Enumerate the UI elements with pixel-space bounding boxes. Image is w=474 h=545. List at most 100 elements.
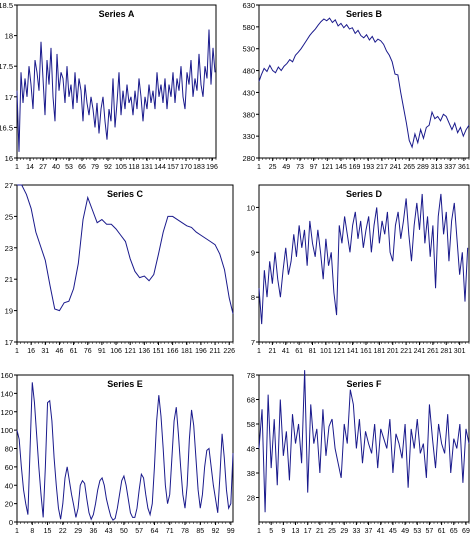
x-tick-label: 41 — [282, 348, 290, 355]
x-tick-label: 9 — [281, 528, 285, 535]
y-tick-label: 17.5 — [0, 62, 13, 71]
x-tick-label: 76 — [84, 348, 92, 355]
y-tick-label: 630 — [242, 1, 255, 10]
x-tick-label: 99 — [227, 528, 235, 535]
x-tick-label: 64 — [151, 528, 159, 535]
x-tick-label: 289 — [417, 164, 429, 171]
x-tick-label: 53 — [413, 528, 421, 535]
x-tick-label: 241 — [414, 348, 426, 355]
x-tick-label: 183 — [193, 164, 205, 171]
x-tick-label: 97 — [310, 164, 318, 171]
y-tick-label: 120 — [0, 408, 13, 417]
x-tick-label: 265 — [403, 164, 415, 171]
chart-title: Series D — [346, 189, 383, 199]
y-tick-label: 18 — [5, 32, 13, 41]
series-line — [258, 17, 470, 149]
x-tick-label: 14 — [26, 164, 34, 171]
x-tick-label: 61 — [438, 528, 446, 535]
x-tick-label: 151 — [153, 348, 165, 355]
x-tick-label: 217 — [376, 164, 388, 171]
y-tick-label: 80 — [5, 445, 13, 454]
x-tick-label: 361 — [458, 164, 470, 171]
plot-area — [258, 4, 470, 159]
x-tick-label: 8 — [30, 528, 34, 535]
y-tick-label: 530 — [242, 45, 255, 54]
series-line — [17, 184, 234, 314]
y-tick-label: 19 — [5, 307, 13, 316]
x-tick-label: 69 — [462, 528, 470, 535]
x-tick-label: 1 — [15, 528, 19, 535]
y-tick-label: 580 — [242, 23, 255, 32]
x-tick-label: 92 — [212, 528, 220, 535]
x-tick-label: 145 — [335, 164, 347, 171]
x-tick-label: 141 — [347, 348, 359, 355]
y-tick-label: 21 — [5, 275, 13, 284]
series-line — [258, 193, 469, 325]
x-tick-label: 281 — [440, 348, 452, 355]
plot-area — [16, 4, 217, 159]
x-tick-label: 170 — [180, 164, 192, 171]
x-tick-label: 31 — [41, 348, 49, 355]
x-tick-label: 41 — [377, 528, 385, 535]
x-tick-label: 49 — [282, 164, 290, 171]
x-tick-label: 37 — [365, 528, 373, 535]
x-tick-label: 1 — [15, 164, 19, 171]
x-tick-label: 121 — [124, 348, 136, 355]
x-tick-label: 166 — [167, 348, 179, 355]
plot-area — [258, 184, 470, 343]
y-tick-label: 9 — [251, 248, 255, 257]
y-tick-label: 17 — [5, 338, 13, 347]
y-tick-label: 68 — [247, 396, 255, 405]
x-tick-label: 49 — [401, 528, 409, 535]
x-tick-label: 121 — [321, 164, 333, 171]
y-tick-label: 20 — [5, 500, 13, 509]
y-tick-label: 16.5 — [0, 123, 13, 132]
x-tick-label: 196 — [206, 164, 218, 171]
y-tick-label: 17 — [5, 93, 13, 102]
x-tick-label: 1 — [257, 348, 261, 355]
x-tick-label: 201 — [387, 348, 399, 355]
x-tick-label: 118 — [128, 164, 139, 171]
x-tick-label: 66 — [78, 164, 86, 171]
x-tick-label: 45 — [389, 528, 397, 535]
y-tick-label: 60 — [5, 463, 13, 472]
y-tick-label: 16 — [5, 154, 13, 163]
x-tick-label: 21 — [316, 528, 324, 535]
x-tick-label: 101 — [320, 348, 332, 355]
x-tick-label: 50 — [120, 528, 128, 535]
chart-title: Series B — [346, 9, 383, 19]
y-tick-label: 58 — [247, 420, 255, 429]
y-tick-label: 330 — [242, 132, 255, 141]
x-tick-label: 261 — [427, 348, 439, 355]
y-tick-label: 100 — [0, 426, 13, 435]
x-tick-label: 46 — [56, 348, 64, 355]
x-tick-label: 78 — [181, 528, 189, 535]
x-tick-label: 161 — [360, 348, 372, 355]
chart-panel-6: Series F 28 38 48 58 68 78 1 5 9 13 17 21 25 29 33 37 41 4… — [247, 370, 470, 535]
x-tick-label: 169 — [349, 164, 361, 171]
x-tick-label: 193 — [362, 164, 374, 171]
chart-panel-2: Series B 280 330 380 430 480 530 580 630 1 25 49 73 9… — [242, 1, 469, 171]
x-tick-label: 241 — [390, 164, 402, 171]
x-tick-label: 43 — [105, 528, 113, 535]
x-tick-label: 81 — [309, 348, 317, 355]
x-tick-label: 1 — [257, 164, 261, 171]
chart-title: Series C — [107, 189, 144, 199]
x-tick-label: 144 — [154, 164, 166, 171]
x-tick-label: 226 — [223, 348, 235, 355]
y-tick-label: 40 — [5, 481, 13, 490]
x-tick-label: 5 — [269, 528, 273, 535]
x-tick-label: 211 — [209, 348, 220, 355]
x-tick-label: 1 — [257, 528, 261, 535]
y-tick-label: 28 — [247, 494, 255, 503]
y-tick-label: 38 — [247, 469, 255, 478]
chart-title: Series E — [107, 379, 143, 389]
x-tick-label: 33 — [352, 528, 360, 535]
x-tick-label: 92 — [104, 164, 112, 171]
chart-title: Series F — [346, 379, 382, 389]
x-tick-label: 25 — [269, 164, 277, 171]
x-tick-label: 71 — [166, 528, 174, 535]
